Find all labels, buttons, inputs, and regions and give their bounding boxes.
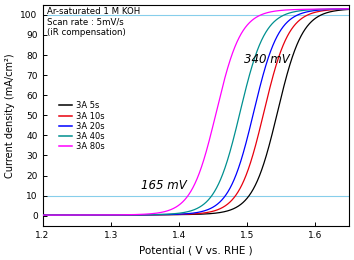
3A 10s — [171, 213, 176, 216]
Line: 3A 80s: 3A 80s — [42, 9, 349, 215]
3A 80s — [341, 7, 345, 10]
Line: 3A 20s: 3A 20s — [42, 9, 349, 215]
3A 5s — [341, 8, 345, 11]
Y-axis label: Current density (mA/cm²): Current density (mA/cm²) — [5, 53, 15, 178]
3A 20s — [75, 213, 80, 217]
3A 80s — [308, 8, 312, 11]
3A 20s — [40, 213, 45, 217]
3A 5s — [171, 213, 176, 216]
Line: 3A 10s: 3A 10s — [42, 9, 349, 215]
3A 40s — [171, 212, 176, 215]
3A 80s — [347, 7, 351, 10]
3A 5s — [40, 213, 45, 217]
3A 10s — [341, 8, 345, 11]
3A 20s — [158, 213, 162, 216]
3A 40s — [75, 213, 80, 217]
3A 40s — [341, 7, 345, 10]
3A 20s — [171, 213, 176, 216]
Text: 165 mV: 165 mV — [141, 179, 187, 192]
3A 20s — [308, 10, 312, 13]
3A 20s — [347, 7, 351, 10]
3A 10s — [347, 8, 351, 11]
3A 10s — [308, 12, 312, 16]
3A 40s — [347, 7, 351, 10]
Legend: 3A 5s, 3A 10s, 3A 20s, 3A 40s, 3A 80s: 3A 5s, 3A 10s, 3A 20s, 3A 40s, 3A 80s — [56, 98, 108, 155]
3A 20s — [341, 7, 345, 10]
3A 5s — [308, 21, 312, 24]
3A 80s — [40, 213, 45, 217]
3A 5s — [347, 8, 351, 11]
3A 10s — [40, 213, 45, 217]
3A 40s — [308, 8, 312, 11]
Text: Ar-saturated 1 M KOH
Scan rate : 5mV/s
(iR compensation): Ar-saturated 1 M KOH Scan rate : 5mV/s (… — [47, 7, 141, 37]
3A 5s — [158, 213, 162, 216]
3A 5s — [93, 213, 98, 217]
3A 80s — [93, 213, 98, 217]
3A 10s — [75, 213, 80, 217]
Text: 340 mV: 340 mV — [244, 53, 289, 66]
3A 40s — [158, 213, 162, 216]
3A 10s — [93, 213, 98, 217]
3A 10s — [158, 213, 162, 216]
Line: 3A 40s: 3A 40s — [42, 9, 349, 215]
3A 80s — [158, 211, 162, 214]
3A 40s — [93, 213, 98, 217]
3A 80s — [171, 207, 176, 210]
3A 40s — [40, 213, 45, 217]
3A 80s — [75, 213, 80, 217]
3A 20s — [93, 213, 98, 217]
X-axis label: Potential ( V vs. RHE ): Potential ( V vs. RHE ) — [139, 245, 253, 255]
Line: 3A 5s: 3A 5s — [42, 9, 349, 215]
3A 5s — [75, 213, 80, 217]
